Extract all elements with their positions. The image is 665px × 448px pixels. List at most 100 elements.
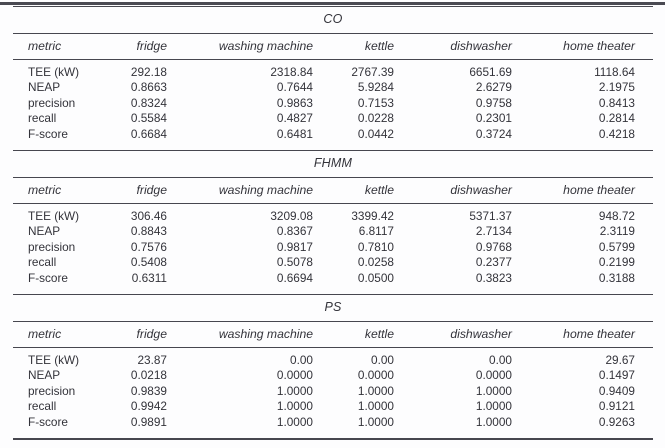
value-cell: 0.8843 — [130, 224, 167, 238]
value-cell: 3399.42 — [351, 208, 394, 223]
value-cell: 2767.39 — [351, 64, 394, 79]
value-cell: 306.46 — [130, 208, 167, 223]
value-cell: 0.9942 — [130, 399, 167, 413]
table-row: recall 0.5584 0.4827 0.0228 0.2301 0.2814 — [13, 111, 653, 127]
column-header-fridge: fridge — [103, 321, 167, 348]
table-row: TEE (kW) 306.46 3209.08 3399.42 5371.37 948.7… — [13, 203, 653, 224]
value-cell: 0.5408 — [130, 255, 167, 269]
row-label: NEAP — [28, 368, 61, 382]
row-label: NEAP — [28, 224, 61, 238]
row-label: F-score — [28, 126, 68, 141]
value-cell: 0.0000 — [276, 368, 313, 382]
row-label: precision — [28, 383, 76, 398]
metrics-table: metric fridge washing machine kettle dishwas… — [13, 33, 653, 151]
page-top-rule — [0, 2, 665, 5]
value-cell: 0.5078 — [276, 255, 313, 269]
value-cell: 2.7134 — [475, 224, 512, 238]
value-cell: 0.5584 — [130, 111, 167, 125]
value-cell: 0.00 — [489, 352, 512, 367]
row-label: TEE (kW) — [28, 352, 80, 367]
row-label: precision — [28, 95, 76, 110]
table-row: NEAP 0.8843 0.8367 6.8117 2.7134 2.3119 — [13, 224, 653, 240]
value-cell: 0.4827 — [276, 111, 313, 125]
value-cell: 0.00 — [290, 352, 313, 367]
value-cell: 3209.08 — [270, 208, 313, 223]
value-cell: 0.6684 — [130, 126, 167, 141]
value-cell: 0.3724 — [475, 126, 512, 141]
value-cell: 0.8663 — [130, 80, 167, 94]
value-cell: 6.8117 — [358, 224, 394, 238]
column-header-kettle: kettle — [313, 33, 394, 60]
value-cell: 2.3119 — [599, 224, 635, 238]
column-header-dishwasher: dishwasher — [394, 177, 512, 204]
value-cell: 0.9263 — [598, 414, 635, 429]
value-cell: 0.2199 — [598, 255, 635, 269]
table-row: NEAP 0.8663 0.7644 5.9284 2.6279 2.1975 — [13, 80, 653, 96]
column-header-kettle: kettle — [313, 321, 394, 348]
value-cell: 0.6481 — [276, 126, 313, 141]
table-row: NEAP 0.0218 0.0000 0.0000 0.0000 0.1497 — [13, 368, 653, 384]
value-cell: 0.0442 — [357, 126, 394, 141]
column-header-washing-machine: washing machine — [167, 33, 313, 60]
table-row: precision 0.8324 0.9863 0.7153 0.9758 0.8413 — [13, 96, 653, 112]
table-row: TEE (kW) 292.18 2318.84 2767.39 6651.69 1118.… — [13, 59, 653, 80]
table-row: F-score 0.9891 1.0000 1.0000 1.0000 0.9263 — [13, 415, 653, 439]
column-header-kettle: kettle — [313, 177, 394, 204]
value-cell: 0.8413 — [598, 95, 635, 110]
value-cell: 0.0218 — [130, 368, 167, 382]
table-section-ps: PS metric fridge washing machine kettle dish… — [13, 294, 653, 438]
value-cell: 0.0000 — [475, 368, 512, 382]
value-cell: 0.4218 — [598, 126, 635, 141]
table-title: FHMM — [13, 151, 653, 178]
value-cell: 0.9839 — [130, 383, 167, 398]
value-cell: 948.72 — [598, 208, 635, 223]
value-cell: 6651.69 — [469, 64, 512, 79]
value-cell: 5.9284 — [357, 80, 394, 94]
column-header-metric: metric — [13, 321, 103, 348]
table-section-co: CO metric fridge washing machine kettle dish… — [13, 6, 653, 150]
row-label: recall — [28, 399, 57, 413]
row-label: TEE (kW) — [28, 208, 80, 223]
header-row: metric fridge washing machine kettle dishwas… — [13, 177, 653, 204]
column-header-metric: metric — [13, 33, 103, 60]
metrics-table: metric fridge washing machine kettle dishwas… — [13, 321, 653, 439]
value-cell: 1.0000 — [475, 414, 512, 429]
row-label: TEE (kW) — [28, 64, 80, 79]
row-label: recall — [28, 111, 57, 125]
table-row: TEE (kW) 23.87 0.00 0.00 0.00 29.67 — [13, 347, 653, 368]
metrics-table: metric fridge washing machine kettle dishwas… — [13, 177, 653, 295]
value-cell: 1.0000 — [357, 414, 394, 429]
results-tables: CO metric fridge washing machine kettle dish… — [13, 6, 653, 440]
column-header-dishwasher: dishwasher — [394, 321, 512, 348]
column-header-fridge: fridge — [103, 33, 167, 60]
value-cell: 1.0000 — [357, 383, 394, 398]
value-cell: 0.8367 — [276, 224, 313, 238]
value-cell: 0.0228 — [357, 111, 394, 125]
value-cell: 292.18 — [130, 64, 167, 79]
value-cell: 1.0000 — [357, 399, 394, 413]
table-row: recall 0.5408 0.5078 0.0258 0.2377 0.2199 — [13, 255, 653, 271]
column-header-metric: metric — [13, 177, 103, 204]
table-title: PS — [13, 295, 653, 322]
row-label: recall — [28, 255, 57, 269]
value-cell: 5371.37 — [469, 208, 512, 223]
value-cell: 1.0000 — [475, 399, 512, 413]
value-cell: 2318.84 — [270, 64, 313, 79]
table-row: F-score 0.6684 0.6481 0.0442 0.3724 0.4218 — [13, 127, 653, 151]
value-cell: 0.9768 — [475, 239, 512, 254]
value-cell: 1.0000 — [276, 414, 313, 429]
row-label: F-score — [28, 270, 68, 285]
value-cell: 23.87 — [137, 352, 167, 367]
value-cell: 0.9409 — [598, 383, 635, 398]
value-cell: 0.7153 — [357, 95, 394, 110]
column-header-home-theater: home theater — [512, 33, 653, 60]
table-row: F-score 0.6311 0.6694 0.0500 0.3823 0.3188 — [13, 271, 653, 295]
value-cell: 0.2814 — [598, 111, 635, 125]
table-section-fhmm: FHMM metric fridge washing machine kettle di… — [13, 150, 653, 294]
column-header-dishwasher: dishwasher — [394, 33, 512, 60]
column-header-washing-machine: washing machine — [167, 321, 313, 348]
value-cell: 0.0500 — [357, 270, 394, 285]
header-row: metric fridge washing machine kettle dishwas… — [13, 321, 653, 348]
value-cell: 1.0000 — [276, 383, 313, 398]
